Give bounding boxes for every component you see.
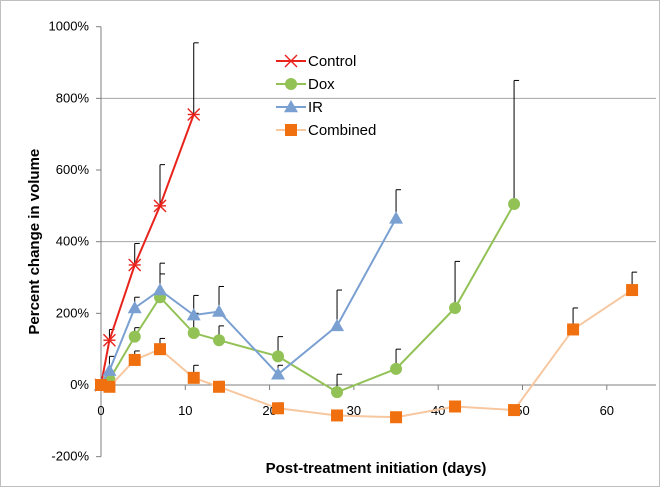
data-point-combined bbox=[272, 402, 285, 415]
data-point-dox bbox=[213, 334, 226, 347]
data-point-combined bbox=[213, 380, 226, 393]
data-point-combined bbox=[449, 400, 462, 413]
data-point-combined bbox=[128, 353, 141, 366]
data-point-control bbox=[153, 199, 167, 213]
y-tick-label: 400% bbox=[56, 234, 90, 249]
x-tick-label: 60 bbox=[600, 403, 614, 418]
data-point-ir bbox=[389, 211, 404, 224]
data-point-control bbox=[187, 107, 201, 121]
series-control bbox=[94, 42, 201, 392]
legend-label-control: Control bbox=[308, 53, 356, 70]
series-line-ir bbox=[100, 217, 397, 386]
y-tick-label: 600% bbox=[56, 162, 90, 177]
legend-item-combined: Combined bbox=[276, 122, 376, 139]
data-point-combined bbox=[508, 404, 521, 417]
data-point-combined bbox=[390, 411, 403, 424]
x-tick-label: 10 bbox=[178, 403, 192, 418]
legend-item-control: Control bbox=[276, 53, 356, 70]
data-point-combined bbox=[154, 343, 167, 356]
data-point-control bbox=[102, 333, 116, 347]
data-point-dox bbox=[128, 330, 141, 343]
x-axis-title: Post-treatment initiation (days) bbox=[266, 460, 487, 477]
series-layer bbox=[94, 42, 639, 424]
data-point-dox bbox=[508, 198, 521, 211]
series-combined bbox=[95, 271, 639, 424]
y-tick-label: -200% bbox=[51, 449, 89, 464]
series-line-control bbox=[100, 114, 195, 386]
data-point-combined bbox=[187, 371, 200, 384]
x-tick-label: 0 bbox=[97, 403, 104, 418]
y-tick-label: 200% bbox=[56, 305, 90, 320]
data-point-ir bbox=[271, 367, 286, 380]
data-point-combined bbox=[567, 323, 580, 336]
data-point-ir bbox=[186, 308, 201, 321]
data-point-dox bbox=[272, 350, 285, 363]
y-axis-title: Percent change in volume bbox=[26, 149, 43, 335]
legend-label-combined: Combined bbox=[308, 122, 376, 139]
series-line-combined bbox=[100, 289, 633, 419]
legend-marker-combined bbox=[285, 124, 297, 136]
data-point-ir bbox=[212, 304, 227, 317]
legend-item-ir: IR bbox=[276, 99, 323, 116]
y-tick-label: 1000% bbox=[49, 19, 90, 34]
data-point-control bbox=[128, 258, 142, 272]
data-point-dox bbox=[390, 362, 403, 375]
data-point-ir bbox=[153, 283, 168, 296]
legend: Control Dox IR Combined bbox=[276, 53, 376, 139]
data-point-ir bbox=[102, 363, 117, 376]
gridlines bbox=[101, 97, 656, 243]
legend-marker-ir bbox=[284, 100, 298, 113]
data-point-ir bbox=[127, 300, 142, 314]
data-point-dox bbox=[187, 327, 200, 340]
data-point-combined bbox=[103, 380, 116, 393]
data-point-combined bbox=[331, 409, 344, 422]
data-point-dox bbox=[449, 301, 462, 314]
legend-label-ir: IR bbox=[308, 99, 323, 116]
legend-label-dox: Dox bbox=[308, 76, 335, 93]
legend-marker-dox bbox=[285, 78, 297, 90]
x-tick-label: 30 bbox=[347, 403, 361, 418]
data-point-dox bbox=[331, 386, 344, 399]
y-tick-label: 800% bbox=[56, 90, 90, 105]
legend-item-dox: Dox bbox=[276, 76, 335, 93]
y-tick-label: 0% bbox=[70, 377, 89, 392]
data-point-combined bbox=[626, 284, 639, 297]
data-point-ir bbox=[330, 318, 345, 332]
legend-marker-control bbox=[284, 54, 298, 68]
